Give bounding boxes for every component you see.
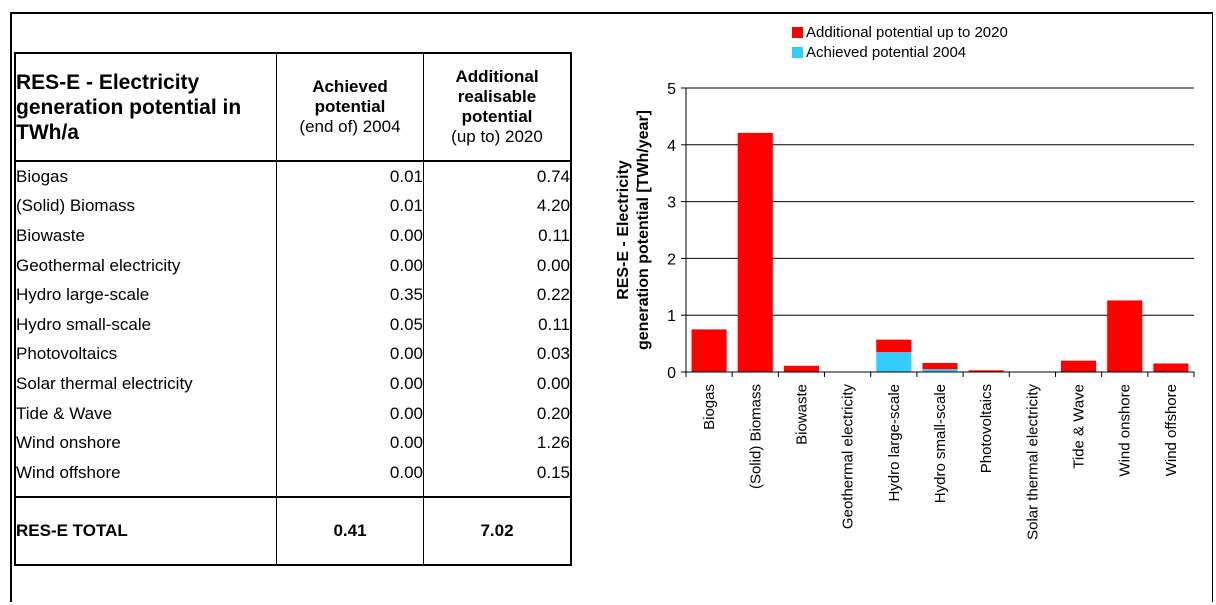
legend-swatch	[792, 47, 803, 58]
x-tick-label: Biogas	[701, 384, 718, 430]
row-name: Geothermal electricity	[15, 250, 277, 281]
x-tick-label: Biowaste	[793, 384, 810, 445]
bar-segment	[691, 329, 727, 372]
row-name: Tide & Wave	[15, 398, 277, 429]
row-name: Hydro large-scale	[15, 280, 277, 310]
row-additional: 0.20	[536, 403, 570, 423]
row-achieved: 0.00	[276, 398, 424, 429]
row-additional: 0.00	[536, 373, 570, 393]
bar-segment	[1060, 360, 1097, 372]
bar-segment	[737, 132, 773, 372]
row-additional: 4.20	[536, 196, 570, 216]
table-row: (Solid) Biomass 0.01 4.20	[15, 191, 571, 222]
x-tick-label: Photovoltaics	[978, 384, 995, 473]
row-name: Biowaste	[15, 221, 277, 251]
row-additional: 0.00	[536, 255, 570, 275]
axis-labels: 0 1 2 3 4 5 Biogas (Solid) Biomass Biowaste Geoth…	[667, 81, 1180, 540]
y-tick-label: 0	[667, 365, 676, 382]
row-achieved: 0.00	[276, 339, 424, 370]
bar-segment	[876, 339, 912, 353]
row-achieved: 0.35	[276, 280, 424, 310]
bar-segment	[783, 365, 820, 372]
table-row: Geothermal electricity 0.00 0.00	[15, 250, 571, 281]
bar-segment	[922, 369, 958, 372]
table-row: Photovoltaics 0.00 0.03	[15, 339, 571, 370]
row-name: Photovoltaics	[15, 339, 277, 370]
total-label: RES-E TOTAL	[15, 495, 277, 565]
row-achieved: 0.00	[276, 369, 424, 399]
achieved-header-bold: Achieved potential	[312, 77, 388, 116]
row-additional: 0.03	[536, 344, 570, 364]
table-row: Biogas 0.01 0.74	[15, 161, 571, 192]
bar-segment	[968, 370, 1004, 372]
x-tick-label: (Solid) Biomass	[747, 384, 764, 489]
legend-swatch	[792, 27, 803, 38]
row-achieved: 0.01	[276, 161, 424, 192]
row-name: Solar thermal electricity	[15, 369, 277, 399]
table-row: Wind onshore 0.00 1.26	[15, 428, 571, 458]
additional-header-bold: Additional realisable potential	[455, 67, 539, 126]
bar-segment	[1107, 300, 1143, 372]
achieved-header: Achieved potential (end of) 2004	[276, 53, 424, 162]
row-achieved: 0.00	[276, 250, 424, 281]
bar-segment	[1153, 363, 1189, 372]
row-name: Hydro small-scale	[15, 309, 277, 340]
additional-header-sub: (up to) 2020	[451, 127, 543, 146]
table-row: Hydro small-scale 0.05 0.11	[15, 309, 571, 340]
spacer-row	[15, 487, 571, 497]
table-row: Hydro large-scale 0.35 0.22	[15, 280, 571, 310]
legend-label: Achieved potential 2004	[806, 44, 966, 61]
x-tick-label: Solar thermal electricity	[1024, 384, 1041, 540]
total-achieved: 0.41	[276, 495, 424, 565]
potential-table: RES-E - Electricity generation potential…	[14, 52, 572, 566]
bars	[691, 132, 1189, 372]
x-tick-label: Tide & Wave	[1071, 384, 1088, 469]
total-additional: 7.02	[423, 495, 571, 565]
x-tick-label: Hydro large-scale	[886, 384, 903, 502]
row-additional: 0.22	[536, 285, 570, 305]
table-row: Wind offshore 0.00 0.15	[15, 457, 571, 488]
x-tick-label: Hydro small-scale	[932, 384, 949, 503]
bar-segment	[876, 352, 912, 372]
table-title: RES-E - Electricity generation potential…	[15, 53, 277, 162]
axes	[681, 87, 1195, 377]
table-row: Solar thermal electricity 0.00 0.00	[15, 369, 571, 399]
row-achieved: 0.05	[276, 309, 424, 340]
table-header-row: RES-E - Electricity generation potential…	[15, 53, 571, 162]
y-axis-label-line2: generation potential [TWh/year]	[635, 110, 652, 350]
x-tick-label: Wind onshore	[1117, 384, 1134, 477]
figure-frame	[10, 12, 1213, 602]
legend-label: Additional potential up to 2020	[806, 24, 1008, 41]
achieved-header-sub: (end of) 2004	[299, 117, 401, 136]
row-name: (Solid) Biomass	[15, 191, 277, 222]
row-name: Wind onshore	[15, 428, 277, 458]
row-achieved: 0.00	[276, 457, 424, 488]
y-tick-label: 1	[667, 308, 676, 325]
row-additional: 0.74	[536, 166, 570, 186]
row-additional: 1.26	[536, 433, 570, 453]
table-row: Tide & Wave 0.00 0.20	[15, 398, 571, 429]
x-tick-label: Wind offshore	[1163, 384, 1180, 476]
total-row: RES-E TOTAL 0.41 7.02	[15, 495, 571, 565]
x-tick-label: Geothermal electricity	[840, 384, 857, 530]
row-achieved: 0.01	[276, 191, 424, 222]
bar-segment	[922, 362, 958, 370]
row-achieved: 0.00	[276, 221, 424, 251]
legend: Additional potential up to 2020 Achieved …	[792, 24, 1008, 61]
y-tick-label: 2	[667, 251, 676, 268]
row-additional: 0.11	[538, 225, 570, 245]
y-tick-label: 4	[667, 138, 676, 155]
y-axis-label-line1: RES-E - Electricity	[615, 160, 632, 300]
y-tick-label: 3	[667, 195, 676, 212]
y-tick-label: 5	[667, 81, 676, 98]
row-additional: 0.11	[538, 314, 570, 334]
row-achieved: 0.00	[276, 428, 424, 458]
table-row: Biowaste 0.00 0.11	[15, 221, 571, 251]
row-additional: 0.15	[536, 462, 570, 482]
row-name: Biogas	[15, 161, 277, 192]
table-body: Biogas 0.01 0.74 (Solid) Biomass 0.01 4.20 Bio…	[15, 161, 571, 497]
additional-header: Additional realisable potential (up to) …	[423, 53, 571, 162]
row-name: Wind offshore	[15, 457, 277, 488]
